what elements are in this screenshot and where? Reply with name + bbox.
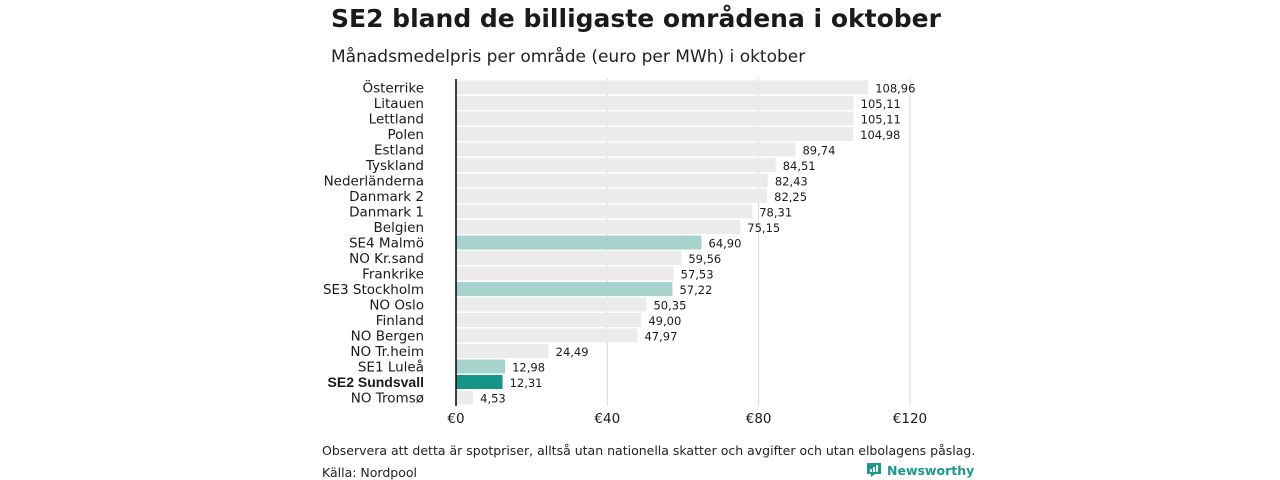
source-label: Källa: Nordpool [322,465,417,480]
bar-4 [456,142,796,157]
bar-10 [456,235,702,250]
value-label: 104,98 [860,128,900,142]
value-label: 64,90 [709,237,742,251]
bar-15 [456,313,642,327]
category-label: NO Kr.sand [349,251,424,267]
bar-5 [456,158,776,172]
x-tick-label: €40 [594,411,620,427]
brand-name: Newsworthy [887,462,975,478]
value-label: 59,56 [688,252,721,266]
bar-2 [456,111,854,126]
bar-9 [456,220,741,234]
bar-chart: Österrike 108,96 Litauen 105,11 Lettland 105,… [323,78,927,427]
category-label: Litauen [374,96,424,112]
value-label: 24,49 [556,345,589,359]
bar-19 [456,375,503,389]
category-label: Tyskland [365,158,424,174]
bar-3 [456,127,854,141]
value-label: 82,43 [775,175,808,189]
value-label: 57,53 [681,268,714,282]
newsworthy-icon [867,463,881,477]
chart-title: SE2 bland de billigaste områdena i oktob… [331,4,941,33]
value-label: 105,11 [861,97,901,111]
bar-16 [456,328,638,343]
bar-6 [456,173,768,188]
x-tick-label: €80 [746,411,772,427]
bar-20 [456,390,474,405]
newsworthy-logo: Newsworthy [866,462,974,478]
value-label: 108,96 [875,82,915,96]
category-label: Nederländerna [324,174,424,190]
category-label: NO Tr.heim [350,344,424,360]
value-label: 49,00 [648,314,681,328]
category-label: Danmark 1 [349,205,424,221]
category-label: Danmark 2 [349,189,424,205]
value-label: 47,97 [644,330,677,344]
category-label: Belgien [374,220,425,236]
value-label: 89,74 [802,144,835,158]
bar-13 [456,282,673,296]
bar-12 [456,266,674,281]
bar-1 [456,96,854,110]
category-label: Lettland [369,112,424,128]
category-label: SE1 Luleå [358,359,424,376]
category-label: NO Tromsø [351,391,424,407]
category-label: Finland [376,313,424,329]
category-label: SE3 Stockholm [323,282,424,298]
category-label: SE2 Sundsvall [328,374,424,390]
bar-17 [456,344,549,358]
x-tick-label: €120 [893,411,927,427]
value-label: 4,53 [480,392,506,406]
category-label: Polen [387,127,424,143]
bar-14 [456,297,647,312]
value-label: 78,31 [759,206,792,220]
chart-subtitle: Månadsmedelpris per område (euro per MWh… [331,47,806,67]
category-label: NO Oslo [369,298,424,314]
value-label: 12,98 [512,361,545,375]
category-label: SE4 Malmö [349,236,424,252]
category-label: Frankrike [362,267,424,283]
value-label: 50,35 [653,299,686,313]
value-label: 57,22 [679,283,712,297]
category-label: Estland [374,143,424,159]
bar-0 [456,80,869,95]
value-label: 12,31 [510,376,543,390]
bar-18 [456,359,506,374]
value-label: 75,15 [747,221,780,235]
footnote: Observera att detta är spotpriser, allts… [322,443,976,458]
bar-7 [456,189,768,203]
value-label: 105,11 [861,113,901,127]
value-label: 84,51 [783,159,816,173]
bar-11 [456,251,682,265]
category-label: NO Bergen [351,329,424,345]
value-label: 82,25 [774,190,807,204]
category-label: Österrike [362,79,424,97]
bar-8 [456,204,753,219]
x-tick-label: €0 [447,411,464,427]
